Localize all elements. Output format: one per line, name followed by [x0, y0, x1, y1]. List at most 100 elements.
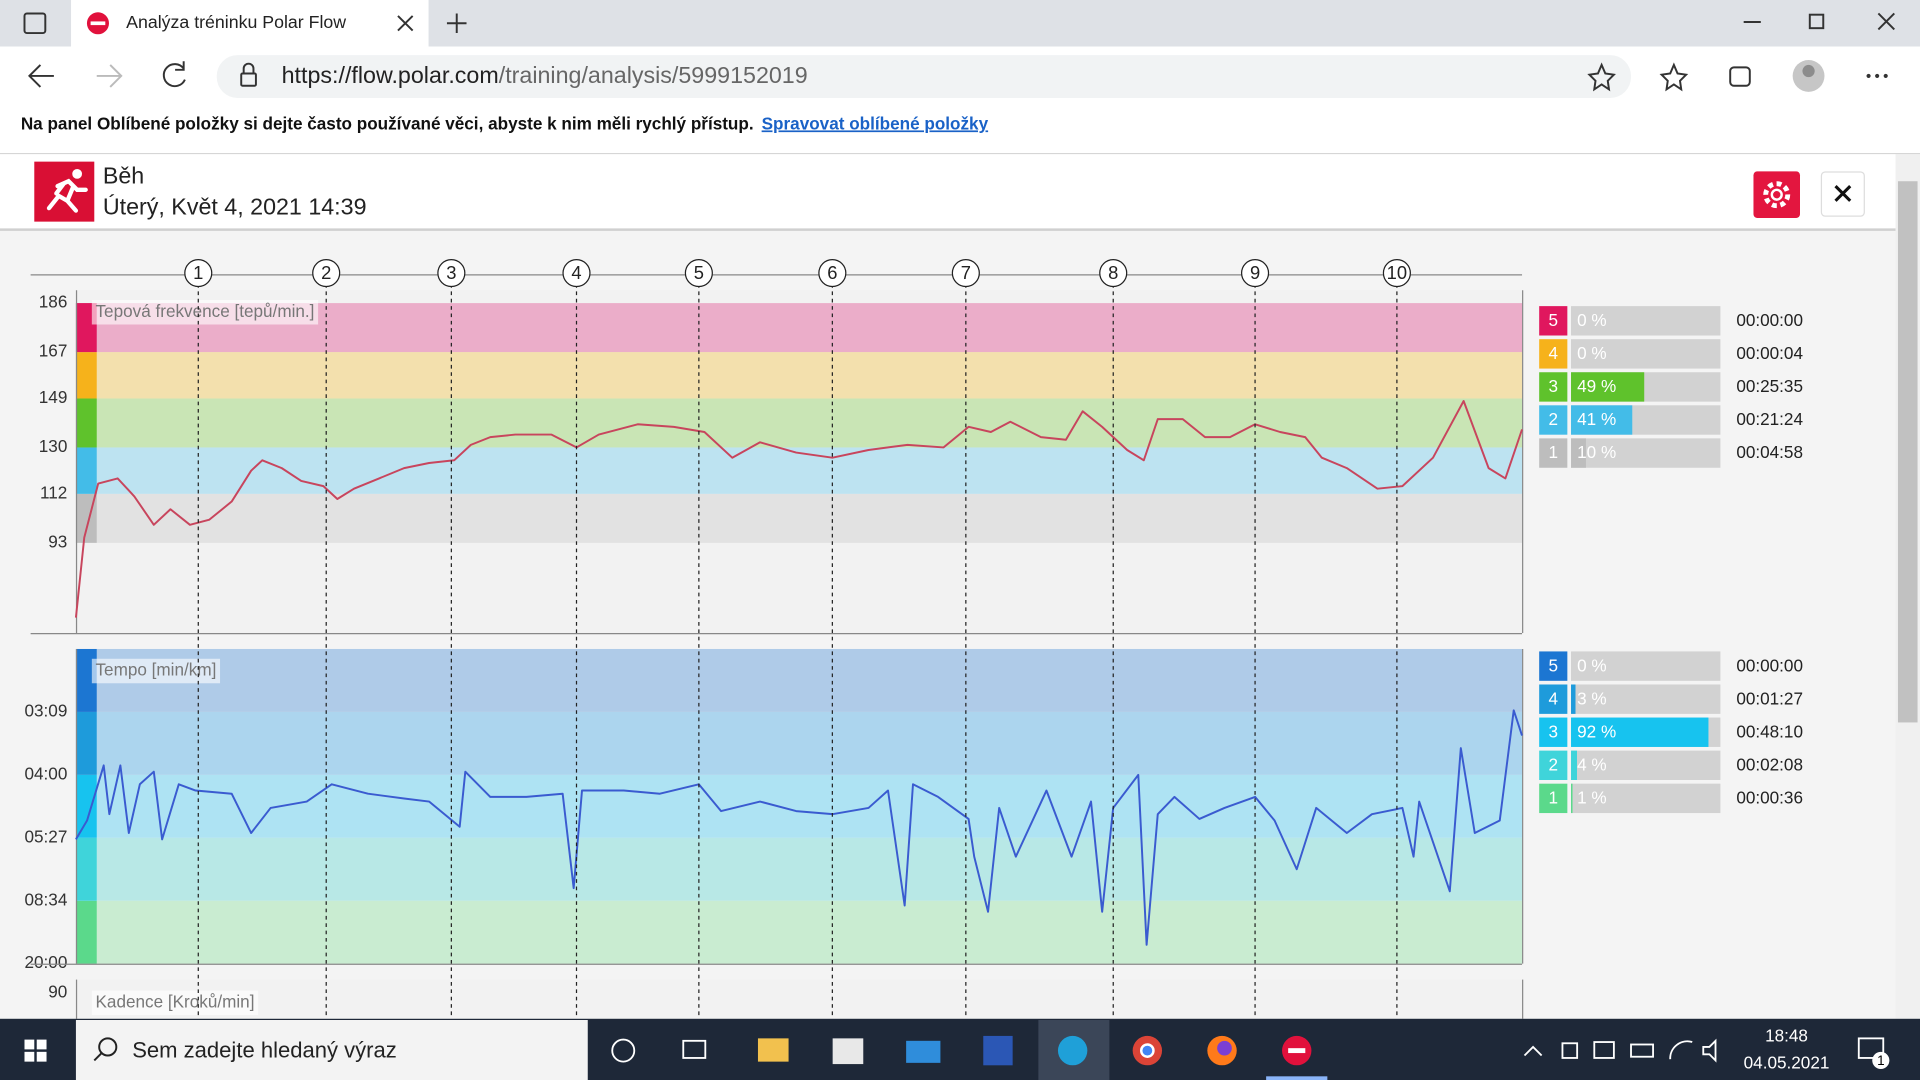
- close-x: [1834, 185, 1852, 202]
- zone-bar-bg: [1571, 750, 1721, 780]
- zone-band: [75, 648, 1523, 712]
- plot-area: [75, 979, 1523, 1019]
- task-view[interactable]: [682, 1039, 707, 1059]
- zone-number-bg: [1539, 651, 1568, 681]
- zone-band: [75, 447, 1523, 494]
- y-tick-label: 03:09: [24, 700, 67, 720]
- tab-title: Analýza tréninku Polar Flow: [126, 12, 346, 32]
- collections[interactable]: [1729, 66, 1751, 87]
- zone-number: 2: [1548, 409, 1558, 429]
- tray-expand[interactable]: [1523, 1045, 1543, 1057]
- tray-icon[interactable]: [1593, 1041, 1615, 1059]
- zone-bar: [1571, 783, 1573, 814]
- zone-duration: 00:02:08: [1736, 754, 1803, 774]
- new-tab[interactable]: [446, 13, 467, 34]
- zone-bar-bg: [1571, 783, 1721, 814]
- store[interactable]: [832, 1038, 864, 1065]
- zone-number-bg: [1539, 339, 1568, 369]
- chrome-center: [1140, 1043, 1155, 1058]
- clock-date[interactable]: 04.05.2021: [1744, 1053, 1830, 1073]
- series-label: Kadence [Kroků/min]: [96, 991, 255, 1011]
- zone-stripe: [75, 648, 97, 712]
- zone-stripe: [75, 447, 97, 494]
- active-tab[interactable]: [71, 0, 429, 48]
- series-label: Tempo [min/km]: [96, 660, 217, 680]
- lap-label: 2: [321, 262, 331, 283]
- lap-label: 7: [961, 262, 971, 283]
- close-window[interactable]: [1877, 12, 1895, 31]
- start-button[interactable]: [24, 1039, 47, 1062]
- zone-band: [75, 900, 1523, 964]
- lock-icon: [240, 72, 257, 87]
- battery[interactable]: [1630, 1043, 1654, 1058]
- zone-number: 5: [1548, 655, 1558, 675]
- reload[interactable]: [162, 61, 186, 88]
- y-tick-label: 20:00: [24, 952, 67, 972]
- zone-number-bg: [1539, 783, 1568, 814]
- add-favorite[interactable]: [1587, 62, 1616, 92]
- lap-marker: [1099, 258, 1128, 288]
- menu[interactable]: [1866, 73, 1888, 78]
- lap-marker: [312, 258, 341, 288]
- restore[interactable]: [1808, 13, 1825, 30]
- lap-label: 4: [571, 262, 581, 283]
- volume[interactable]: [1702, 1038, 1717, 1063]
- zone-number-bg: [1539, 717, 1568, 747]
- address-bar[interactable]: [216, 55, 1632, 98]
- zone-number: 5: [1548, 310, 1558, 330]
- tray-icon[interactable]: [1561, 1042, 1579, 1059]
- y-tick-label: 08:34: [24, 889, 67, 909]
- runner-head: [72, 168, 83, 179]
- lap-marker: [818, 258, 847, 288]
- clock-time[interactable]: 18:48: [1765, 1026, 1808, 1046]
- zone-duration: 00:01:27: [1736, 688, 1803, 708]
- save-app[interactable]: [983, 1035, 1013, 1066]
- y-tick-label: 112: [40, 482, 67, 502]
- wifi[interactable]: [1669, 1040, 1693, 1060]
- zone-band: [75, 493, 1523, 543]
- zone-stripe: [75, 303, 97, 353]
- zone-bar: [1571, 372, 1645, 402]
- zone-bar: [1571, 750, 1577, 780]
- back[interactable]: [28, 64, 54, 88]
- zone-number: 4: [1548, 688, 1558, 708]
- tab-actions[interactable]: [23, 12, 47, 35]
- lap-label: 8: [1108, 262, 1118, 283]
- zone-number-bg: [1539, 405, 1568, 435]
- data-line: [75, 709, 1523, 946]
- zone-bar-bg: [1571, 684, 1721, 714]
- firefox-globe: [1217, 1040, 1232, 1056]
- zone-percent: 92 %: [1577, 721, 1616, 741]
- zone-duration: 00:00:04: [1736, 343, 1803, 363]
- zone-number: 3: [1548, 721, 1558, 741]
- zone-stripe: [75, 900, 97, 964]
- notification-badge: [1872, 1051, 1890, 1069]
- zone-duration: 00:00:00: [1736, 310, 1803, 330]
- zone-band: [75, 711, 1523, 775]
- notifications[interactable]: [1857, 1037, 1885, 1059]
- zone-bar-bg: [1571, 306, 1721, 336]
- search-box[interactable]: [75, 1020, 588, 1080]
- mail[interactable]: [906, 1040, 941, 1063]
- file-explorer[interactable]: [757, 1038, 789, 1062]
- zone-percent: 49 %: [1577, 376, 1616, 396]
- lap-label: 6: [827, 262, 837, 283]
- favorites[interactable]: [1659, 62, 1689, 92]
- favorites-link[interactable]: Spravovat oblíbené položky: [762, 113, 989, 133]
- favorites-bar: [0, 107, 1920, 154]
- tab-close[interactable]: [397, 15, 414, 32]
- y-tick-label: 05:27: [24, 826, 67, 846]
- session-date: Úterý, Květ 4, 2021 14:39: [103, 193, 367, 219]
- lap-marker: [1382, 258, 1411, 288]
- notification-count: 1: [1877, 1053, 1884, 1068]
- zone-duration: 00:00:36: [1736, 788, 1803, 808]
- lap-label: 9: [1250, 262, 1260, 283]
- zone-stripe: [75, 398, 97, 448]
- settings-button[interactable]: [1753, 171, 1800, 218]
- edge: [1057, 1035, 1088, 1066]
- scroll-thumb[interactable]: [1897, 181, 1918, 723]
- cortana[interactable]: [611, 1038, 636, 1063]
- zone-number-bg: [1539, 372, 1568, 402]
